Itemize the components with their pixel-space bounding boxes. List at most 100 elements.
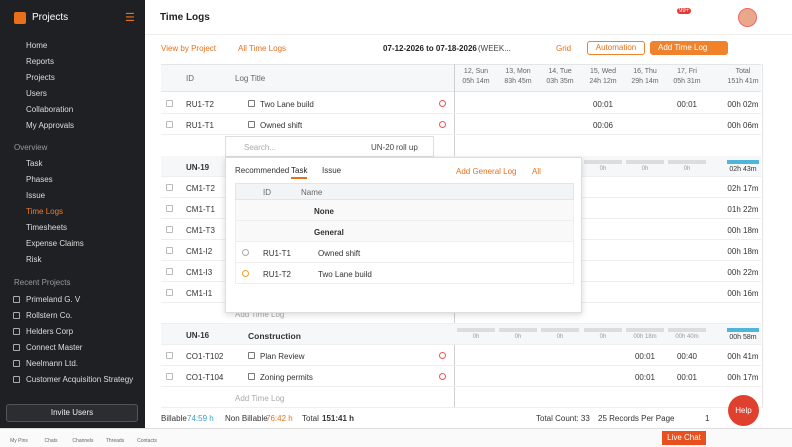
timer-icon	[439, 100, 446, 107]
timeline-bar	[727, 328, 759, 332]
row-id[interactable]: CM1-I3	[186, 268, 213, 277]
timeline-bar	[626, 160, 664, 164]
add-button[interactable]: Add Time Log	[650, 41, 728, 55]
item-name: Owned shift	[318, 249, 361, 258]
footer-label: Total	[302, 414, 319, 423]
row-id[interactable]: RU1-T2	[186, 100, 215, 109]
checkbox[interactable]	[166, 268, 173, 275]
row-id[interactable]: UN-19	[186, 163, 210, 172]
invite-button[interactable]: Invite Users	[6, 404, 138, 422]
list-row[interactable]	[235, 242, 574, 263]
row	[161, 114, 761, 135]
section-title: Recent Projects	[14, 278, 71, 287]
row-id[interactable]: RU1-T1	[186, 121, 215, 130]
nav-item[interactable]: Home	[26, 41, 48, 50]
nav-item[interactable]: Users	[26, 89, 47, 98]
nav-item[interactable]: Timesheets	[26, 223, 68, 232]
row	[161, 345, 761, 366]
bottom-tab[interactable]: Contacts	[137, 438, 157, 444]
row	[161, 303, 761, 324]
project-select[interactable]: UN-20	[371, 143, 395, 152]
tab[interactable]: Issue	[322, 166, 342, 175]
nav-item[interactable]: Issue	[26, 191, 46, 200]
timer-icon	[439, 373, 446, 380]
nav-item[interactable]: Task	[26, 159, 43, 168]
row-title[interactable]: Owned shift	[260, 121, 303, 130]
checkbox[interactable]	[166, 121, 173, 128]
recent-project[interactable]: Customer Acquisition Strategy	[26, 375, 134, 384]
day-value: 00:01	[592, 100, 614, 109]
row-id[interactable]: CM1-I1	[186, 289, 213, 298]
row-id[interactable]: CM1-T3	[186, 226, 215, 235]
badge: 99+	[677, 8, 692, 14]
tab[interactable]: Task	[291, 166, 308, 179]
avatar[interactable]	[738, 8, 757, 27]
recent-project[interactable]: Primeland G. V	[26, 295, 81, 304]
row-id[interactable]: CO1-T102	[186, 352, 224, 361]
checkbox[interactable]	[166, 373, 173, 380]
nav-item[interactable]: Phases	[26, 175, 53, 184]
per-page[interactable]: 25 Records Per Page	[598, 414, 675, 423]
list-row[interactable]	[235, 221, 574, 242]
row-title[interactable]: Zoning permits	[260, 373, 313, 382]
checkbox[interactable]	[166, 100, 173, 107]
checkbox[interactable]	[166, 247, 173, 254]
checkbox[interactable]	[166, 352, 173, 359]
col-id: ID	[263, 188, 271, 197]
row-id[interactable]: CM1-I2	[186, 247, 213, 256]
row-id[interactable]: CM1-T1	[186, 205, 215, 214]
nav-item[interactable]: Risk	[26, 255, 42, 264]
bottom-tab[interactable]: Channels	[72, 438, 94, 444]
nav-item[interactable]: Reports	[26, 57, 55, 66]
day-label: 15, Wed	[590, 68, 616, 75]
checkbox[interactable]	[166, 289, 173, 296]
row-title[interactable]: Two Lane build	[260, 100, 314, 109]
nav-item[interactable]: Collaboration	[26, 105, 74, 114]
search-bar: Search... UN-20 roll up	[225, 136, 434, 157]
page[interactable]: 1	[705, 414, 710, 423]
bottom-tab[interactable]: Chats	[44, 438, 58, 444]
row-id[interactable]: UN-16	[186, 331, 210, 340]
view-select[interactable]: roll up	[396, 143, 418, 152]
menu-icon[interactable]: ☰	[125, 12, 135, 24]
row-title[interactable]: Plan Review	[260, 352, 305, 361]
filter-dropdown[interactable]: All Time Logs	[238, 44, 287, 53]
row-id[interactable]: CM1-T2	[186, 184, 215, 193]
item-id: RU1-T2	[263, 270, 292, 279]
automation-button[interactable]: Automation	[587, 41, 645, 55]
day-label: 12, Sun	[463, 68, 489, 75]
row-id[interactable]: CO1-T104	[186, 373, 224, 382]
help-button[interactable]: Help	[728, 395, 759, 426]
layout-dropdown[interactable]: Grid	[556, 44, 572, 53]
nav-item[interactable]: Expense Claims	[26, 239, 84, 248]
nav-item[interactable]: My Approvals	[26, 121, 75, 130]
timeline-bar	[668, 160, 706, 164]
bottom-tab[interactable]: My Pins	[10, 438, 28, 444]
tab[interactable]: Recommended	[235, 166, 290, 175]
add-log[interactable]: Add Time Log	[235, 310, 285, 319]
add-log[interactable]: Add Time Log	[235, 394, 285, 403]
checkbox[interactable]	[166, 205, 173, 212]
nav-item[interactable]: Time Logs	[26, 207, 64, 216]
day-value: 00:06	[592, 121, 614, 130]
row-total: 00h 18m	[727, 247, 759, 256]
general-log[interactable]: Add General Log	[456, 167, 517, 176]
view-dropdown[interactable]: View by Project	[161, 44, 216, 53]
date-range[interactable]: 07-12-2026 to 07-18-2026	[383, 44, 477, 53]
list-row[interactable]	[235, 263, 574, 284]
checkbox[interactable]	[166, 184, 173, 191]
recent-project[interactable]: Neelmann Ltd.	[26, 359, 79, 368]
list-row[interactable]	[235, 200, 574, 221]
row-title[interactable]: Construction	[248, 331, 301, 341]
recent-project[interactable]: Rollstern Co.	[26, 311, 73, 320]
recent-project[interactable]: Connect Master	[26, 343, 83, 352]
search-input[interactable]: Search...	[244, 143, 277, 152]
bottom-bar	[0, 428, 792, 447]
bottom-tab[interactable]: Threads	[105, 438, 125, 444]
recent-project[interactable]: Helders Corp	[26, 327, 74, 336]
live-chat[interactable]: Live Chat	[662, 431, 706, 445]
checkbox[interactable]	[166, 226, 173, 233]
brand[interactable]: Projects	[32, 12, 69, 23]
nav-item[interactable]: Projects	[26, 73, 55, 82]
all-filter[interactable]: All	[532, 167, 541, 176]
